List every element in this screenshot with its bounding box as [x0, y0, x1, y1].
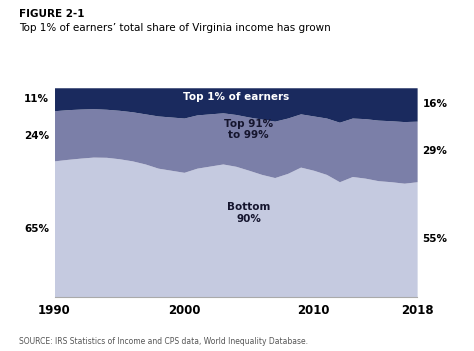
Text: 24%: 24%	[24, 131, 49, 141]
Text: SOURCE: IRS Statistics of Income and CPS data, World Inequality Database.: SOURCE: IRS Statistics of Income and CPS…	[19, 337, 308, 346]
Text: Top 1% of earners: Top 1% of earners	[182, 92, 289, 102]
Text: 65%: 65%	[24, 224, 49, 234]
Text: FIGURE 2-1: FIGURE 2-1	[19, 9, 84, 19]
Text: 16%: 16%	[422, 99, 447, 110]
Text: 11%: 11%	[24, 94, 49, 104]
Text: 29%: 29%	[422, 146, 447, 157]
Text: Top 1% of earners’ total share of Virginia income has grown: Top 1% of earners’ total share of Virgin…	[19, 23, 331, 33]
Text: Top 91%
to 99%: Top 91% to 99%	[224, 119, 273, 140]
Text: Bottom
90%: Bottom 90%	[227, 202, 271, 224]
Text: 55%: 55%	[422, 234, 447, 244]
